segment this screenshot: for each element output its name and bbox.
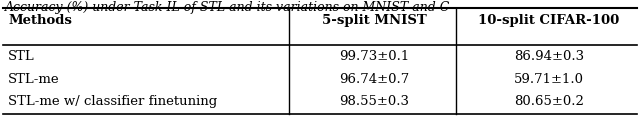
Text: STL-me: STL-me	[8, 73, 60, 86]
Text: STL-me w/ classifier finetuning: STL-me w/ classifier finetuning	[8, 95, 218, 108]
Text: 10-split CIFAR-100: 10-split CIFAR-100	[479, 14, 620, 27]
Text: 80.65±0.2: 80.65±0.2	[514, 95, 584, 108]
Text: 99.73±0.1: 99.73±0.1	[339, 50, 410, 63]
Text: 86.94±0.3: 86.94±0.3	[514, 50, 584, 63]
Text: 5-split MNIST: 5-split MNIST	[322, 14, 427, 27]
Text: 98.55±0.3: 98.55±0.3	[339, 95, 410, 108]
Text: 96.74±0.7: 96.74±0.7	[339, 73, 410, 86]
Text: 59.71±1.0: 59.71±1.0	[514, 73, 584, 86]
Text: Accuracy (%) under Task-IL of STL and its variations on MNIST and C: Accuracy (%) under Task-IL of STL and it…	[5, 1, 451, 14]
Text: Methods: Methods	[8, 14, 72, 27]
Text: STL: STL	[8, 50, 35, 63]
